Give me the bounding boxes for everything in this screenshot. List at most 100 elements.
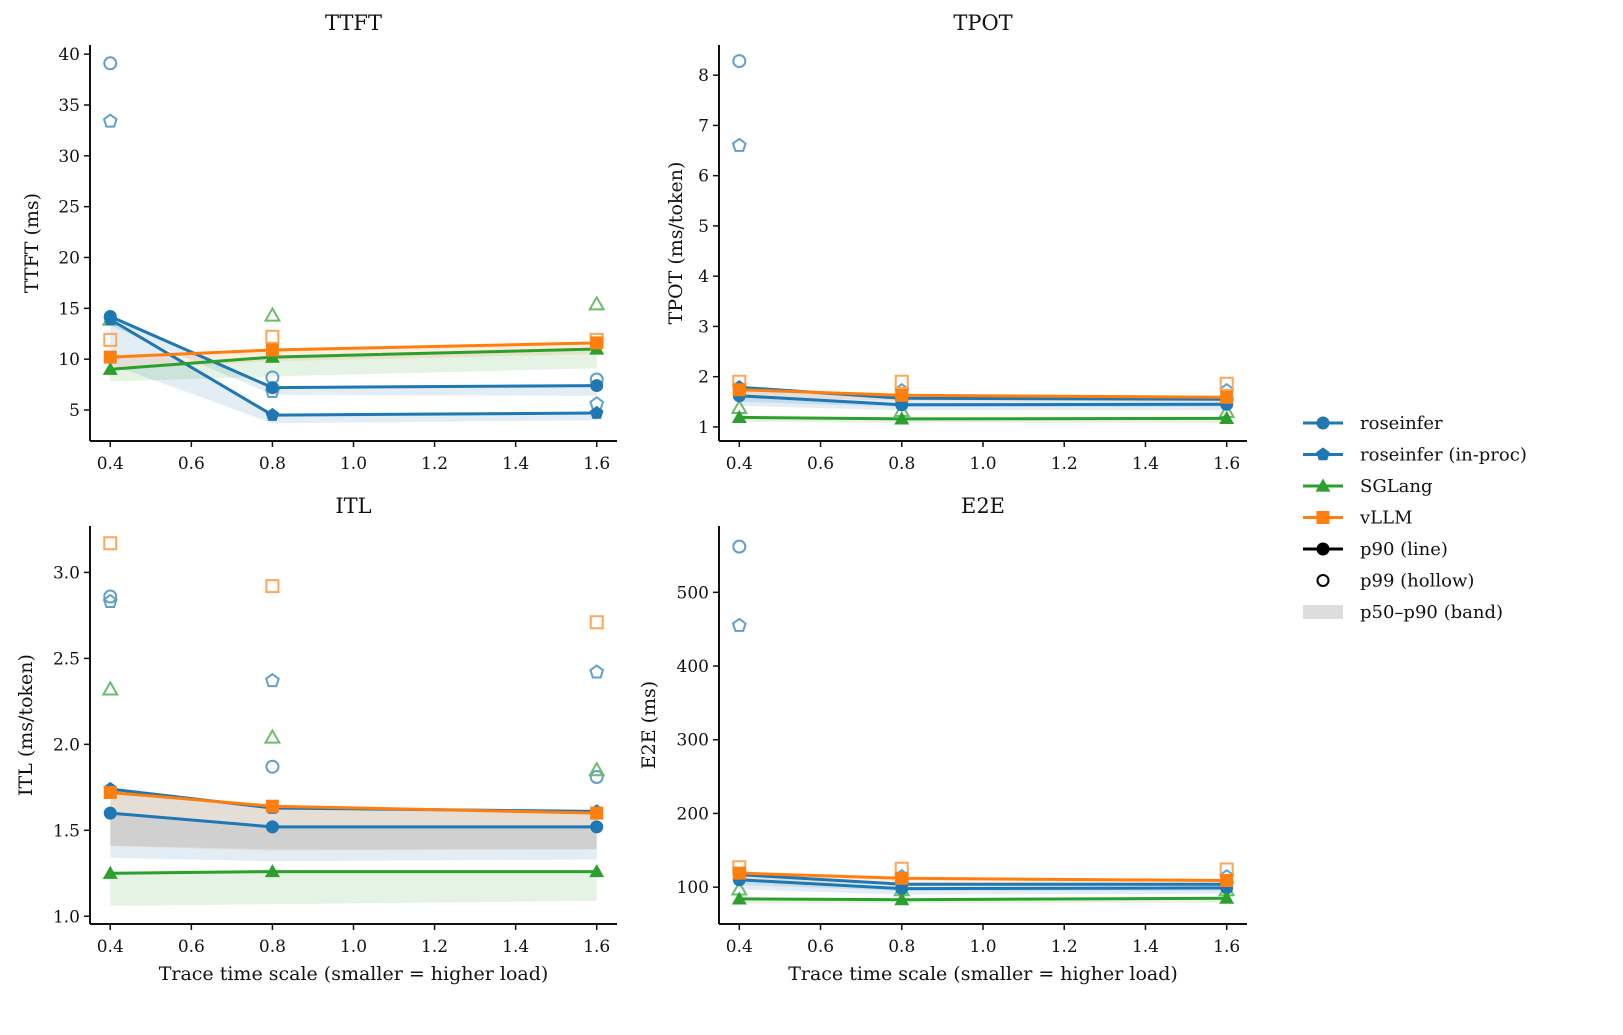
p90-point-vllm [590, 336, 604, 350]
y-tick-label: 35 [58, 96, 80, 116]
line-sglang [739, 415, 1227, 421]
x-tick-label: 0.6 [178, 454, 205, 474]
legend-label: p99 (hollow) [1360, 571, 1474, 592]
y-tick-label: 1.5 [53, 821, 80, 841]
p99-markers [730, 539, 1236, 897]
y-tick-label: 20 [58, 248, 80, 268]
p99-point-sglang [101, 680, 119, 696]
p99-point-roseinfer-in-proc- [731, 617, 747, 632]
x-tick-label: 1.4 [502, 937, 529, 957]
p90-point-roseinfer-in-proc- [265, 407, 280, 421]
x-tick-label: 1.0 [340, 937, 367, 957]
legend-entry-p99-hollow-: p99 (hollow) [1316, 571, 1474, 592]
legend-entry-roseinfer-in-proc-: roseinfer (in-proc) [1303, 445, 1527, 466]
x-tick-label: 1.0 [969, 454, 996, 474]
y-tick-label: 2.0 [53, 735, 80, 755]
band-roseinfer [110, 813, 597, 850]
p99-point-roseinfer [103, 56, 118, 71]
x-tick-label: 1.0 [969, 937, 996, 957]
p90-point-vllm [265, 799, 279, 813]
bands [110, 789, 597, 906]
x-tick-label: 0.6 [807, 937, 834, 957]
band-roseinfer [110, 316, 597, 396]
p99-point-sglang [588, 761, 606, 777]
y-tick-label: 500 [677, 583, 709, 603]
legend-entry-vllm: vLLM [1303, 508, 1413, 529]
y-tick-label: 300 [677, 731, 709, 751]
p90-point-sglang [102, 361, 118, 375]
p99-point-roseinfer-in-proc- [264, 672, 280, 688]
y-tick-label: 5 [69, 401, 80, 421]
x-tick-label: 1.6 [583, 937, 610, 957]
p90-point-roseinfer-in-proc- [589, 405, 604, 419]
x-tick-label: 1.2 [421, 937, 448, 957]
p90-lines [102, 781, 605, 879]
x-tick-label: 0.8 [888, 454, 915, 474]
x-tick-label: 1.4 [502, 454, 529, 474]
legend-label: roseinfer [1360, 413, 1443, 434]
band-roseinfer [739, 879, 1227, 895]
legend-label: p90 (line) [1360, 539, 1448, 560]
legend-label: p50–p90 (band) [1360, 602, 1503, 623]
p99-point-roseinfer [732, 54, 747, 69]
x-tick-label: 1.6 [583, 454, 610, 474]
panel-ttft: 0.4 0.6 0.8 1.0 1.2 1.4 1.6 5 10 15 20 25 30 35 40 TTFT… [21, 11, 617, 474]
p90-point-roseinfer-in-proc- [103, 312, 118, 326]
p90-point-sglang [1219, 410, 1235, 424]
x-tick-label: 0.6 [178, 937, 205, 957]
y-axis-label: ITL (ms/token) [15, 654, 37, 796]
y-axis-label: TPOT (ms/token) [665, 162, 687, 325]
p99-point-sglang [263, 728, 282, 744]
p90-point-sglang [1219, 890, 1235, 904]
p99-point-roseinfer [589, 770, 604, 785]
y-tick-label: 3.0 [53, 563, 80, 583]
y-tick-label: 3 [698, 317, 709, 337]
x-tick-label: 0.4 [97, 937, 124, 957]
y-tick-label: 1.0 [53, 907, 80, 927]
p99-point-vllm [265, 329, 280, 344]
p90-point-roseinfer [590, 379, 604, 393]
x-axis-label: Trace time scale (smaller = higher load) [159, 963, 549, 985]
band-sglang [110, 871, 597, 906]
x-tick-label: 0.8 [259, 454, 286, 474]
p90-point-vllm [732, 383, 746, 397]
bands [110, 316, 597, 424]
p90-point-vllm [895, 388, 909, 402]
panel-tpot: 0.4 0.6 0.8 1.0 1.2 1.4 1.6 1 2 3 4 5 6 7 8 TPOT TPOT (m… [665, 11, 1247, 474]
y-tick-label: 40 [58, 45, 80, 65]
p90-lines [731, 380, 1235, 425]
p90-lines [102, 309, 605, 421]
p99-point-roseinfer [265, 759, 280, 774]
legend-marker-icon [1316, 542, 1330, 556]
y-tick-label: 15 [58, 299, 80, 319]
panel-itl: 0.4 0.6 0.8 1.0 1.2 1.4 1.6 1.0 1.5 2.0 2.5 3.0 ITL I… [15, 494, 617, 985]
p99-point-vllm [1219, 376, 1234, 391]
x-axis-label: Trace time scale (smaller = higher load) [788, 963, 1178, 985]
legend-marker-icon [1315, 478, 1331, 492]
x-tick-label: 1.6 [1213, 454, 1240, 474]
y-tick-label: 2 [698, 368, 709, 388]
p90-point-vllm [895, 871, 909, 885]
y-tick-label: 7 [698, 116, 709, 136]
p90-point-sglang [731, 891, 747, 905]
y-tick-label: 30 [58, 147, 80, 167]
y-tick-label: 5 [698, 217, 709, 237]
p90-point-vllm [1220, 390, 1234, 404]
y-tick-label: 100 [677, 878, 709, 898]
x-tick-label: 1.4 [1132, 454, 1159, 474]
p99-point-vllm [265, 579, 280, 594]
y-tick-label: 25 [58, 198, 80, 218]
x-tick-label: 0.4 [726, 454, 753, 474]
x-tick-label: 0.4 [726, 937, 753, 957]
p99-point-roseinfer [103, 589, 118, 604]
p90-point-vllm [103, 785, 117, 799]
band-vllm [110, 792, 597, 851]
legend-hollow-marker-icon [1316, 574, 1330, 587]
y-tick-label: 10 [58, 350, 80, 370]
p90-point-sglang [894, 411, 910, 425]
line-sglang [739, 896, 1227, 902]
panel-title: TPOT [953, 11, 1012, 35]
legend-entry-p90-line-: p90 (line) [1303, 539, 1448, 560]
legend: roseinfer roseinfer (in-proc) SGLang vLLM p9… [1303, 413, 1527, 623]
